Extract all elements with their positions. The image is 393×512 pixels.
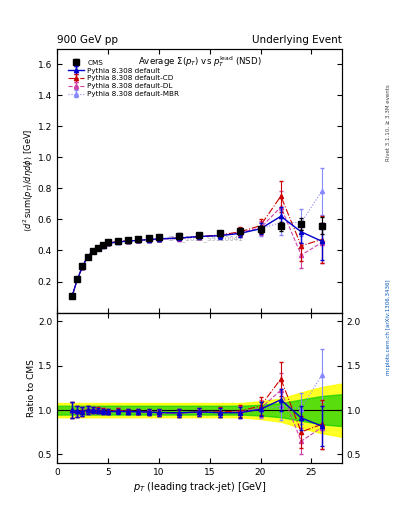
Text: Underlying Event: Underlying Event	[252, 35, 342, 45]
Text: CMS_2011_S9120041: CMS_2011_S9120041	[167, 236, 243, 242]
Legend: CMS, Pythia 8.308 default, Pythia 8.308 default-CD, Pythia 8.308 default-DL, Pyt: CMS, Pythia 8.308 default, Pythia 8.308 …	[66, 57, 182, 99]
X-axis label: $p_T$ (leading track-jet) [GeV]: $p_T$ (leading track-jet) [GeV]	[133, 480, 266, 494]
Text: Rivet 3.1.10, ≥ 3.3M events: Rivet 3.1.10, ≥ 3.3M events	[386, 84, 391, 161]
Text: mcplots.cern.ch [arXiv:1306.3436]: mcplots.cern.ch [arXiv:1306.3436]	[386, 280, 391, 375]
Text: 900 GeV pp: 900 GeV pp	[57, 35, 118, 45]
Text: Average $\Sigma(p_T)$ vs $p_T^{\rm lead}$ (NSD): Average $\Sigma(p_T)$ vs $p_T^{\rm lead}…	[138, 54, 261, 69]
Y-axis label: Ratio to CMS: Ratio to CMS	[28, 359, 37, 417]
Y-axis label: $\langle d^2\, {\rm sum}(p_T)/d\eta d\phi\rangle$ [GeV]: $\langle d^2\, {\rm sum}(p_T)/d\eta d\ph…	[22, 129, 37, 232]
